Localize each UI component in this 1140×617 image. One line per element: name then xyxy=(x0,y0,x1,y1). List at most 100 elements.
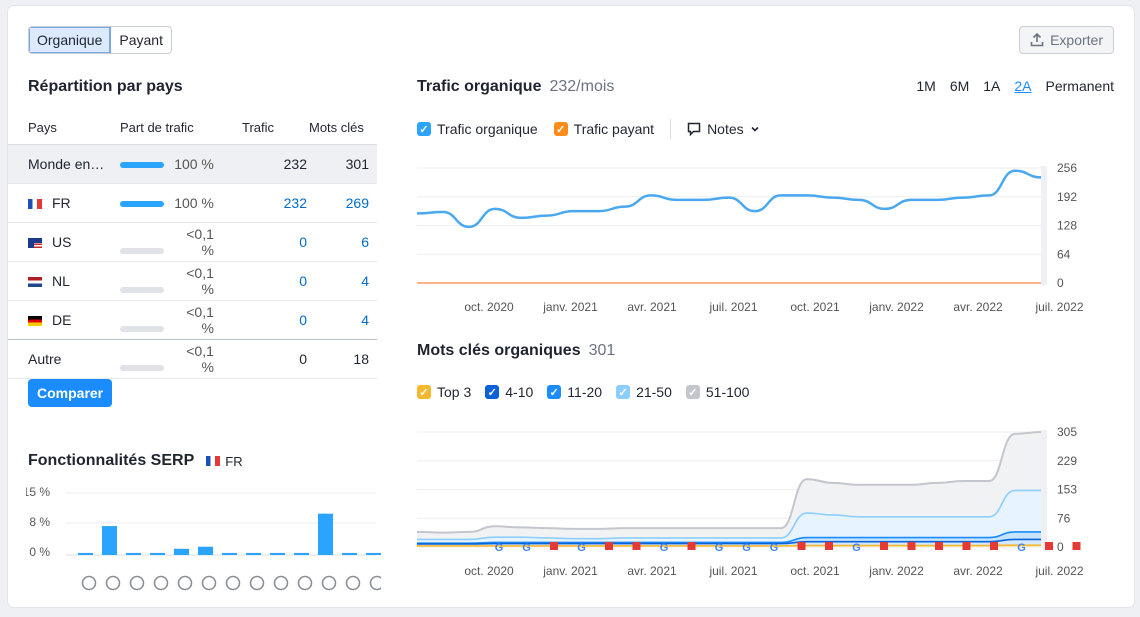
divider xyxy=(670,119,672,139)
note-flag-icon[interactable] xyxy=(797,542,806,550)
country-row[interactable]: Autre <0,1 % 0 18 xyxy=(8,339,377,379)
y-tick: 76 xyxy=(1057,511,1071,525)
star-icon xyxy=(201,575,217,591)
x-tick: janv. 2021 xyxy=(542,564,598,578)
graduation-cap-icon xyxy=(81,575,97,591)
image-gallery-icon xyxy=(153,575,169,591)
google-update-icon[interactable]: G xyxy=(1017,542,1026,554)
legend-organic-label: Trafic organique xyxy=(437,121,538,137)
legend-top-3[interactable]: ✓ Top 3 xyxy=(417,384,471,400)
share-cell: 100 % xyxy=(119,183,241,223)
range-permanent[interactable]: Permanent xyxy=(1045,78,1114,94)
organic-traffic-title: Trafic organique xyxy=(417,78,542,95)
country-cell: Monde en… xyxy=(8,144,119,184)
legend-organic[interactable]: ✓ Trafic organique xyxy=(417,121,538,137)
traffic-cell[interactable]: 0 xyxy=(241,300,308,340)
google-update-icon[interactable]: G xyxy=(742,542,751,554)
y-tick: 64 xyxy=(1057,247,1071,261)
legend-21-50[interactable]: ✓ 21-50 xyxy=(616,384,672,400)
share-value: 100 % xyxy=(174,195,214,211)
link-icon xyxy=(177,575,193,591)
line-Top 3 xyxy=(417,544,1041,547)
country-row[interactable]: NL <0,1 % 0 4 xyxy=(8,261,377,301)
x-tick: janv. 2021 xyxy=(542,300,598,314)
legend-label: 11-20 xyxy=(567,384,603,400)
x-tick: avr. 2021 xyxy=(627,564,677,578)
google-update-icon[interactable]: G xyxy=(495,542,504,554)
legend-51-100[interactable]: ✓ 51-100 xyxy=(685,384,749,400)
image-icon xyxy=(297,575,313,591)
note-flag-icon[interactable] xyxy=(1072,542,1081,550)
keywords-cell[interactable]: 6 xyxy=(308,222,377,262)
google-update-icon[interactable]: G xyxy=(852,542,861,554)
serp-bar xyxy=(342,552,357,555)
serp-features-chart: 15 % 8 % 0 % xyxy=(26,485,381,591)
keywords-cell[interactable]: 4 xyxy=(308,261,377,301)
keywords-cell[interactable]: 269 xyxy=(308,183,377,223)
keywords-cell: 18 xyxy=(308,339,377,379)
x-tick: avr. 2021 xyxy=(627,300,677,314)
col-share: Part de trafic xyxy=(119,110,241,145)
range-6m[interactable]: 6M xyxy=(949,78,970,94)
range-1m[interactable]: 1M xyxy=(916,78,936,94)
organic-keywords-chart: 305 229 153 76 0 oct. 2020 janv. 2021 avr. 2021… xyxy=(417,425,1084,578)
keywords-cell[interactable]: 4 xyxy=(308,300,377,340)
x-tick: juil. 2021 xyxy=(708,300,757,314)
range-2a[interactable]: 2A xyxy=(1014,78,1032,94)
serp-country[interactable]: FR xyxy=(206,454,243,469)
current-period-marker xyxy=(1041,430,1047,549)
tab-paid[interactable]: Payant xyxy=(119,32,163,48)
country-name: Monde en… xyxy=(28,156,105,172)
traffic-cell[interactable]: 0 xyxy=(241,222,308,262)
note-flag-icon[interactable] xyxy=(550,542,558,550)
share-cell: <0,1 % xyxy=(119,339,241,379)
country-row[interactable]: Monde en… 100 % 232 301 xyxy=(8,144,377,184)
legend-11-20[interactable]: ✓ 11-20 xyxy=(547,384,602,400)
country-cell: DE xyxy=(8,300,119,340)
legend-paid[interactable]: ✓ Trafic payant xyxy=(553,121,654,137)
note-flag-icon[interactable] xyxy=(907,542,916,550)
google-update-icon[interactable]: G xyxy=(660,542,669,554)
note-flag-icon[interactable] xyxy=(935,542,943,550)
legend-4-10[interactable]: ✓ 4-10 xyxy=(485,384,533,400)
note-flag-icon[interactable] xyxy=(632,542,641,550)
compare-button[interactable]: Comparer xyxy=(28,379,113,407)
y-tick: 256 xyxy=(1057,161,1077,175)
note-flag-icon[interactable] xyxy=(990,542,998,550)
note-flag-icon[interactable] xyxy=(825,542,833,550)
note-flag-icon[interactable] xyxy=(605,542,613,550)
note-flag-icon[interactable] xyxy=(687,542,696,550)
traffic-cell[interactable]: 232 xyxy=(241,183,308,223)
organic-traffic-value: 232/mois xyxy=(549,78,615,95)
country-row[interactable]: FR 100 % 232 269 xyxy=(8,183,377,223)
legend-label: Top 3 xyxy=(437,384,472,400)
traffic-legend: ✓ Trafic organique ✓ Trafic payant Notes xyxy=(417,119,760,139)
google-update-icon[interactable]: G xyxy=(577,542,586,554)
tab-organic[interactable]: Organique xyxy=(29,27,112,53)
x-tick: oct. 2020 xyxy=(464,564,514,578)
video-carousel-icon xyxy=(321,575,337,591)
play-icon xyxy=(249,575,265,591)
share-value: <0,1 % xyxy=(186,343,214,375)
current-period-marker xyxy=(1041,166,1047,285)
checkbox-icon: ✓ xyxy=(547,385,562,399)
serp-bar xyxy=(150,552,165,555)
google-update-icon[interactable]: G xyxy=(770,542,779,554)
x-tick: juil. 2022 xyxy=(1034,300,1083,314)
traffic-cell[interactable]: 0 xyxy=(241,261,308,301)
google-update-icon[interactable]: G xyxy=(522,542,531,554)
notes-dropdown[interactable]: Notes xyxy=(687,121,760,137)
share-bar xyxy=(120,326,164,333)
country-cell: US xyxy=(8,222,119,262)
note-flag-icon[interactable] xyxy=(1045,542,1053,550)
export-button[interactable]: Exporter xyxy=(1019,26,1114,54)
note-flag-icon[interactable] xyxy=(962,542,971,550)
country-row[interactable]: DE <0,1 % 0 4 xyxy=(8,300,377,340)
x-tick: janv. 2022 xyxy=(868,300,924,314)
note-flag-icon[interactable] xyxy=(880,542,888,550)
country-row[interactable]: US <0,1 % 0 6 xyxy=(8,222,377,262)
range-1a[interactable]: 1A xyxy=(983,78,1001,94)
checkbox-icon: ✓ xyxy=(685,385,700,399)
organic-keywords-header: Mots clés organiques 301 xyxy=(417,342,615,360)
google-update-icon[interactable]: G xyxy=(715,542,724,554)
